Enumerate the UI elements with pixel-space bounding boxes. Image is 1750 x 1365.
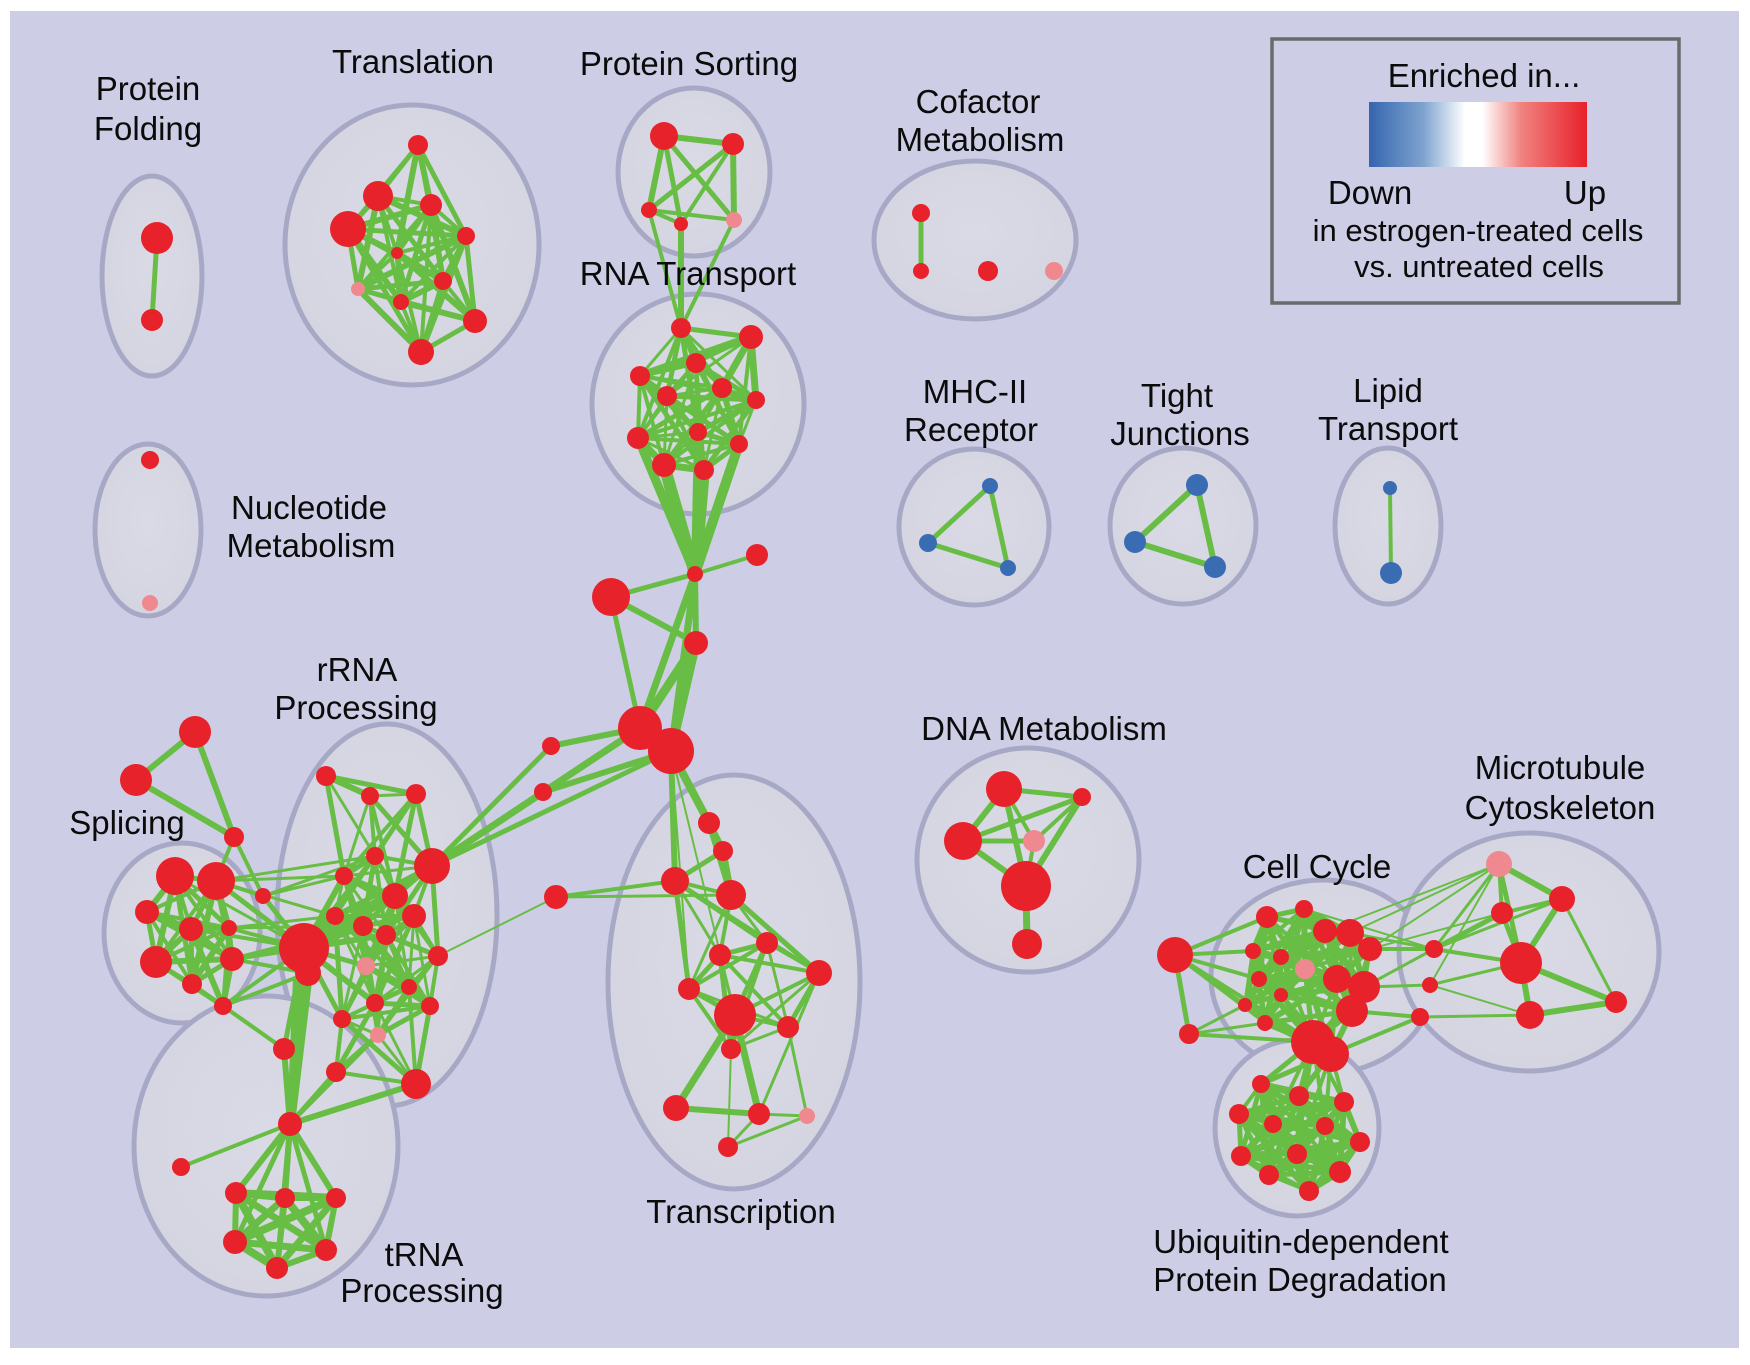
svg-text:Nucleotide: Nucleotide bbox=[231, 489, 387, 526]
svg-text:Lipid: Lipid bbox=[1353, 372, 1423, 409]
svg-text:Down: Down bbox=[1328, 174, 1412, 211]
svg-text:Microtubule: Microtubule bbox=[1475, 749, 1646, 786]
svg-text:RNA Transport: RNA Transport bbox=[580, 255, 796, 292]
svg-text:Receptor: Receptor bbox=[904, 411, 1038, 448]
svg-text:Splicing: Splicing bbox=[69, 804, 185, 841]
svg-text:Translation: Translation bbox=[332, 43, 494, 80]
svg-text:Protein Sorting: Protein Sorting bbox=[580, 45, 798, 82]
svg-text:Ubiquitin-dependent: Ubiquitin-dependent bbox=[1153, 1223, 1448, 1260]
svg-text:DNA Metabolism: DNA Metabolism bbox=[921, 710, 1167, 747]
svg-text:rRNA: rRNA bbox=[317, 651, 398, 688]
svg-text:Processing: Processing bbox=[274, 689, 437, 726]
svg-text:Processing: Processing bbox=[340, 1272, 503, 1309]
svg-text:in estrogen-treated cells: in estrogen-treated cells bbox=[1313, 213, 1644, 248]
svg-text:tRNA: tRNA bbox=[385, 1236, 464, 1273]
svg-text:Junctions: Junctions bbox=[1110, 415, 1249, 452]
svg-text:Metabolism: Metabolism bbox=[227, 527, 396, 564]
svg-text:Protein: Protein bbox=[96, 70, 201, 107]
svg-text:Up: Up bbox=[1564, 174, 1606, 211]
svg-text:Enriched in...: Enriched in... bbox=[1388, 57, 1581, 94]
svg-text:Cell Cycle: Cell Cycle bbox=[1243, 848, 1392, 885]
svg-text:MHC-II: MHC-II bbox=[923, 373, 1027, 410]
svg-text:Cofactor: Cofactor bbox=[916, 83, 1041, 120]
svg-text:vs. untreated cells: vs. untreated cells bbox=[1354, 249, 1604, 284]
svg-text:Transcription: Transcription bbox=[646, 1193, 836, 1230]
svg-text:Metabolism: Metabolism bbox=[896, 121, 1065, 158]
svg-text:Protein Degradation: Protein Degradation bbox=[1153, 1261, 1447, 1298]
svg-text:Transport: Transport bbox=[1318, 410, 1458, 447]
svg-text:Tight: Tight bbox=[1141, 377, 1213, 414]
svg-text:Folding: Folding bbox=[94, 110, 202, 147]
svg-text:Cytoskeleton: Cytoskeleton bbox=[1465, 789, 1656, 826]
